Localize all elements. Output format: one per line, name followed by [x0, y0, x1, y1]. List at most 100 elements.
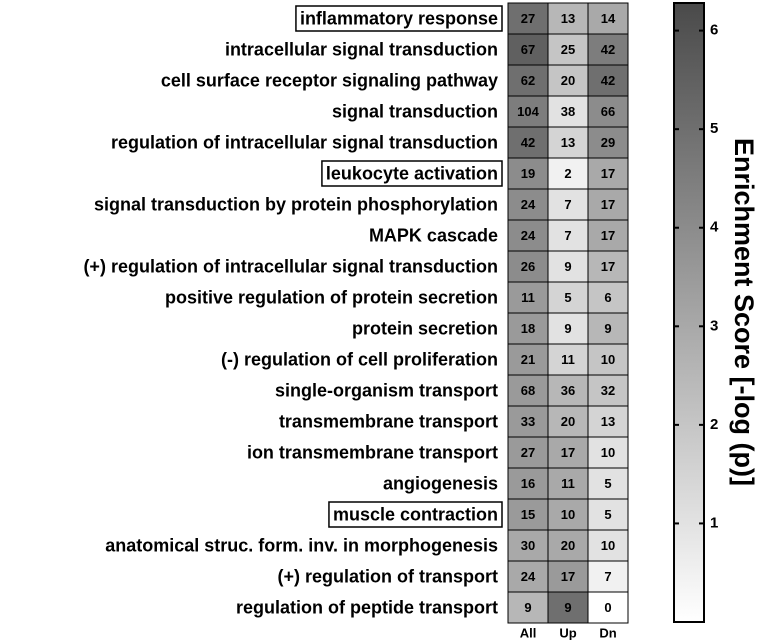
colorbar-tick-label: 5: [710, 120, 718, 137]
cell-count: 42: [521, 135, 535, 150]
heatmap-cell: [547, 188, 589, 221]
cell-count: 68: [521, 383, 535, 398]
row-label: regulation of peptide transport: [236, 597, 498, 617]
cell-count: 104: [517, 104, 539, 119]
row-label: inflammatory response: [300, 8, 498, 28]
heatmap-cell: [507, 467, 549, 500]
heatmap-cell: [587, 126, 629, 159]
row-label: protein secretion: [352, 318, 498, 338]
cell-count: 13: [561, 11, 575, 26]
cell-count: 13: [601, 414, 615, 429]
row-label: cell surface receptor signaling pathway: [161, 70, 498, 90]
cell-count: 11: [561, 476, 575, 491]
cell-count: 25: [561, 42, 575, 57]
cell-count: 32: [601, 383, 615, 398]
cell-count: 20: [561, 414, 575, 429]
row-label: signal transduction by protein phosphory…: [94, 194, 498, 214]
row-label: regulation of intracellular signal trans…: [111, 132, 498, 152]
cell-count: 5: [604, 507, 611, 522]
heatmap-cell: [547, 64, 589, 97]
heatmap-cell: [587, 33, 629, 66]
cell-count: 24: [521, 228, 536, 243]
colorbar-tick-label: 2: [710, 416, 718, 433]
heatmap-cell: [507, 591, 549, 624]
cell-count: 9: [564, 259, 571, 274]
cell-count: 16: [521, 476, 535, 491]
cell-count: 27: [521, 11, 535, 26]
heatmap-cell: [587, 467, 629, 500]
colorbar-title: Enrichment Score [-log (p)]: [729, 138, 759, 486]
heatmap-cell: [587, 529, 629, 562]
cell-count: 10: [601, 538, 615, 553]
cell-count: 17: [561, 445, 575, 460]
cell-count: 9: [564, 321, 571, 336]
heatmap-cell: [507, 405, 549, 438]
row-label: single-organism transport: [275, 380, 498, 400]
heatmap-cell: [547, 374, 589, 407]
cell-count: 13: [561, 135, 575, 150]
heatmap-cell: [587, 312, 629, 345]
cell-count: 7: [604, 569, 611, 584]
heatmap-cell: [587, 591, 629, 624]
cell-count: 5: [564, 290, 571, 305]
colorbar-tick-label: 4: [710, 219, 719, 236]
cell-count: 11: [521, 290, 535, 305]
heatmap-cell: [547, 95, 589, 128]
row-label: muscle contraction: [333, 504, 498, 524]
row-label: leukocyte activation: [326, 163, 498, 183]
heatmap-cell: [547, 591, 589, 624]
cell-count: 33: [521, 414, 535, 429]
cell-count: 9: [524, 600, 531, 615]
heatmap-cell: [547, 343, 589, 376]
cell-count: 29: [601, 135, 615, 150]
cell-count: 10: [601, 445, 615, 460]
cell-count: 24: [521, 569, 536, 584]
heatmap-cell: [587, 219, 629, 252]
cell-count: 26: [521, 259, 535, 274]
label-box: [321, 160, 503, 187]
cell-count: 17: [601, 197, 615, 212]
cell-count: 27: [521, 445, 535, 460]
heatmap-cell: [547, 436, 589, 469]
cell-count: 9: [564, 600, 571, 615]
cell-count: 24: [521, 197, 536, 212]
colorbar-tick-label: 6: [710, 22, 718, 39]
cell-count: 11: [561, 352, 575, 367]
colorbar-tick-label: 3: [710, 317, 718, 334]
heatmap-cell: [507, 64, 549, 97]
heatmap-cell: [507, 374, 549, 407]
column-label: Dn: [599, 625, 616, 640]
heatmap-cell: [587, 374, 629, 407]
heatmap-cell: [507, 343, 549, 376]
column-label: Up: [559, 625, 576, 640]
heatmap-cell: [587, 95, 629, 128]
cell-count: 0: [604, 600, 611, 615]
cell-count: 10: [601, 352, 615, 367]
colorbar-tick-label: 1: [710, 514, 718, 531]
heatmap-cell: [507, 436, 549, 469]
heatmap-cell: [507, 312, 549, 345]
cell-count: 17: [601, 259, 615, 274]
cell-count: 14: [601, 11, 616, 26]
cell-count: 18: [521, 321, 535, 336]
column-label: All: [520, 625, 537, 640]
cell-count: 67: [521, 42, 535, 57]
row-label: anatomical struc. form. inv. in morphoge…: [105, 535, 498, 555]
cell-count: 66: [601, 104, 615, 119]
cell-count: 21: [521, 352, 535, 367]
cell-count: 36: [561, 383, 575, 398]
label-box: [328, 501, 503, 528]
cell-count: 42: [601, 42, 615, 57]
heatmap-cell: [547, 157, 589, 190]
cell-count: 30: [521, 538, 535, 553]
row-label: transmembrane transport: [279, 411, 498, 431]
row-label: (+) regulation of transport: [278, 566, 499, 586]
cell-count: 17: [561, 569, 575, 584]
heatmap-cell: [547, 281, 589, 314]
row-label: (-) regulation of cell proliferation: [221, 349, 498, 369]
row-label: positive regulation of protein secretion: [165, 287, 498, 307]
cell-count: 9: [604, 321, 611, 336]
heatmap-cell: [587, 2, 629, 35]
row-label: (+) regulation of intracellular signal t…: [83, 256, 498, 276]
